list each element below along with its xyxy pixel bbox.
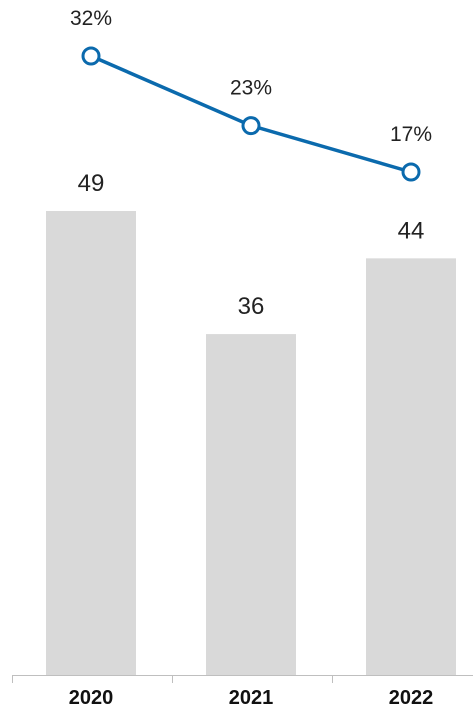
bar-2022 <box>366 258 456 675</box>
x-tick-label-2020: 2020 <box>69 687 114 709</box>
bar-2020 <box>46 211 136 675</box>
line-value-label-2022: 17% <box>390 123 432 146</box>
line-value-label-2020: 32% <box>70 7 112 30</box>
line-point-2021 <box>241 116 261 136</box>
bars-layer <box>46 211 456 675</box>
line-series-layer <box>81 46 421 182</box>
bar-value-label-2021: 36 <box>238 293 265 320</box>
bar-2021 <box>206 334 296 675</box>
labels-layer: 49 36 44 32% 23% 17% <box>70 7 432 320</box>
x-axis: 2020 2021 2022 <box>12 675 473 709</box>
line-point-2022 <box>401 162 421 182</box>
bar-value-label-2022: 44 <box>398 217 425 244</box>
line-point-2020 <box>81 46 101 66</box>
x-tick-label-2021: 2021 <box>229 687 274 709</box>
x-tick-label-2022: 2022 <box>389 687 434 709</box>
line-series <box>90 54 412 174</box>
bar-value-label-2020: 49 <box>78 170 105 197</box>
line-value-label-2021: 23% <box>230 77 272 100</box>
